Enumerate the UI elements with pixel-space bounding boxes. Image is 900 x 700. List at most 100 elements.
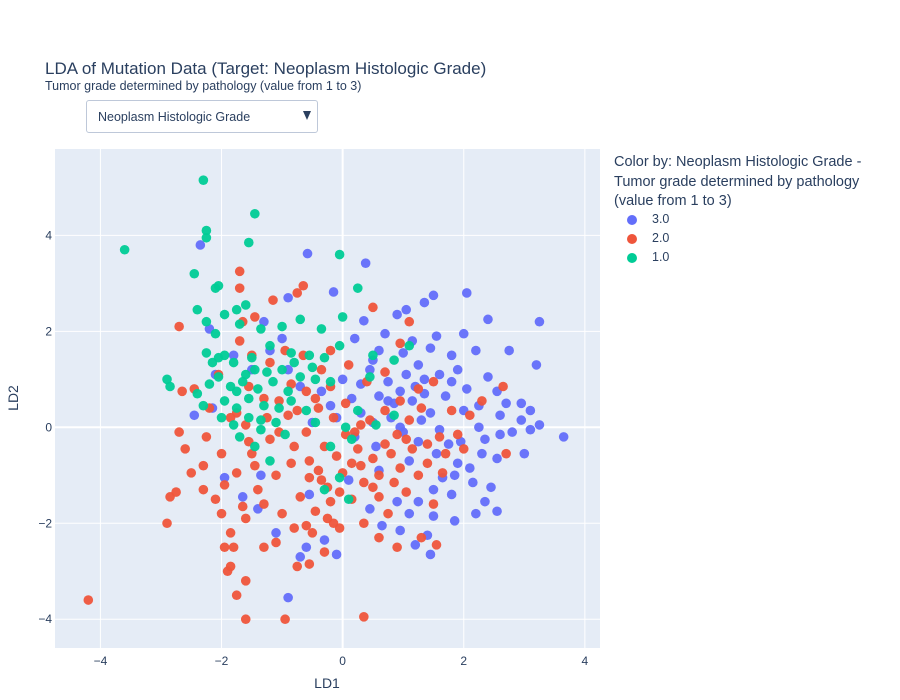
data-point[interactable] [474,422,484,433]
data-point[interactable] [465,463,475,473]
data-point[interactable] [240,420,251,430]
data-point[interactable] [434,432,445,442]
data-point[interactable] [416,415,427,425]
data-point[interactable] [277,364,287,375]
data-point[interactable] [198,460,209,471]
data-point[interactable] [274,396,284,406]
data-point[interactable] [247,352,257,363]
data-point[interactable] [413,360,424,370]
data-point[interactable] [83,595,94,605]
data-point[interactable] [253,484,263,495]
color-by-dropdown[interactable]: Neoplasm Histologic Grade [86,100,318,133]
data-point[interactable] [410,540,421,550]
data-point[interactable] [401,434,412,445]
data-point[interactable] [265,340,275,351]
data-point[interactable] [371,441,381,452]
data-point[interactable] [219,542,230,553]
data-point[interactable] [213,352,224,363]
data-point[interactable] [274,403,284,413]
data-point[interactable] [392,309,402,320]
data-point[interactable] [349,427,360,437]
data-point[interactable] [401,487,412,497]
data-point[interactable] [210,328,221,339]
data-point[interactable] [519,448,530,459]
data-point[interactable] [307,362,318,373]
data-point[interactable] [416,532,427,543]
data-point[interactable] [498,381,508,392]
data-point[interactable] [228,357,239,368]
data-point[interactable] [477,448,487,459]
data-point[interactable] [259,393,269,404]
data-point[interactable] [334,249,345,260]
data-point[interactable] [325,400,336,411]
data-point[interactable] [368,482,378,493]
data-point[interactable] [213,372,224,382]
data-point[interactable] [189,410,200,421]
data-point[interactable] [301,520,312,531]
data-point[interactable] [283,292,293,303]
data-point[interactable] [234,336,245,346]
data-point[interactable] [240,300,251,310]
data-point[interactable] [219,480,230,490]
data-point[interactable] [301,542,312,553]
data-point[interactable] [404,316,415,327]
data-point[interactable] [398,348,408,358]
data-point[interactable] [368,350,378,361]
data-point[interactable] [407,444,418,454]
data-point[interactable] [286,348,296,358]
data-point[interactable] [219,396,230,406]
data-point[interactable] [162,374,172,385]
data-point[interactable] [419,374,430,385]
data-point[interactable] [198,175,209,185]
data-point[interactable] [256,424,266,435]
data-point[interactable] [286,458,296,469]
data-point[interactable] [256,415,266,425]
data-point[interactable] [201,316,212,327]
data-point[interactable] [434,369,445,380]
data-point[interactable] [280,429,290,440]
data-point[interactable] [250,441,260,452]
data-point[interactable] [483,314,493,325]
data-point[interactable] [525,405,536,416]
data-point[interactable] [192,304,203,315]
data-point[interactable] [325,345,336,356]
data-point[interactable] [231,304,242,315]
data-point[interactable] [443,439,454,449]
data-point[interactable] [286,396,296,406]
data-point[interactable] [319,547,330,557]
data-point[interactable] [416,403,427,413]
data-point[interactable] [177,386,187,397]
data-point[interactable] [195,240,206,250]
data-point[interactable] [319,352,330,363]
data-point[interactable] [234,432,245,442]
data-point[interactable] [234,266,245,277]
data-point[interactable] [304,472,315,483]
data-point[interactable] [231,403,242,413]
data-point[interactable] [259,400,269,411]
data-point[interactable] [225,528,236,538]
data-point[interactable] [534,420,545,430]
data-point[interactable] [352,283,363,293]
data-point[interactable] [231,590,242,601]
data-point[interactable] [234,319,245,329]
data-point[interactable] [250,364,260,375]
data-point[interactable] [359,477,369,488]
data-point[interactable] [259,542,269,553]
data-point[interactable] [186,468,197,478]
data-point[interactable] [283,386,293,397]
data-point[interactable] [352,405,363,416]
data-point[interactable] [461,288,472,298]
data-point[interactable] [428,511,439,521]
data-point[interactable] [360,258,371,268]
data-point[interactable] [471,345,481,356]
data-point[interactable] [389,355,399,365]
data-point[interactable] [307,528,318,538]
data-point[interactable] [383,376,393,387]
data-point[interactable] [422,458,433,469]
data-point[interactable] [228,420,239,430]
data-point[interactable] [243,412,254,423]
data-point[interactable] [204,379,215,389]
data-point[interactable] [304,456,315,466]
data-point[interactable] [192,388,203,399]
data-point[interactable] [334,523,345,533]
